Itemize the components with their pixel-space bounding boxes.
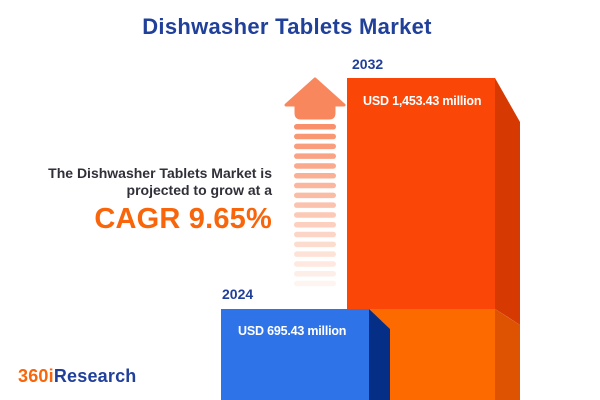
growth-line-2: projected to grow at a	[126, 182, 272, 199]
growth-arrow-icon	[284, 77, 346, 287]
cagr-value: CAGR 9.65%	[94, 203, 272, 236]
bar-2024-front	[221, 309, 369, 400]
bar-2032-front	[347, 78, 495, 309]
brand-logo: 360iResearch	[18, 366, 137, 387]
growth-statement: The Dishwasher Tablets Market is project…	[48, 165, 272, 238]
logo-part-orange: 360i	[18, 366, 54, 386]
logo-part-blue: Research	[53, 366, 137, 386]
bar-2024-year-label: 2024	[222, 286, 254, 302]
arrow-head	[284, 77, 346, 120]
bar-2032-side	[495, 78, 520, 325]
bar-2032-value-label: USD 1,453.43 million	[363, 94, 482, 108]
bar-2032-lower-side	[495, 309, 520, 400]
bar-2024-side	[369, 309, 390, 400]
bar-2024-value-label: USD 695.43 million	[238, 324, 347, 338]
arrow-stripes	[294, 124, 336, 287]
chart-title: Dishwasher Tablets Market	[142, 14, 432, 39]
growth-line-1: The Dishwasher Tablets Market is	[48, 165, 272, 181]
bar-2032-year-label: 2032	[352, 56, 384, 72]
